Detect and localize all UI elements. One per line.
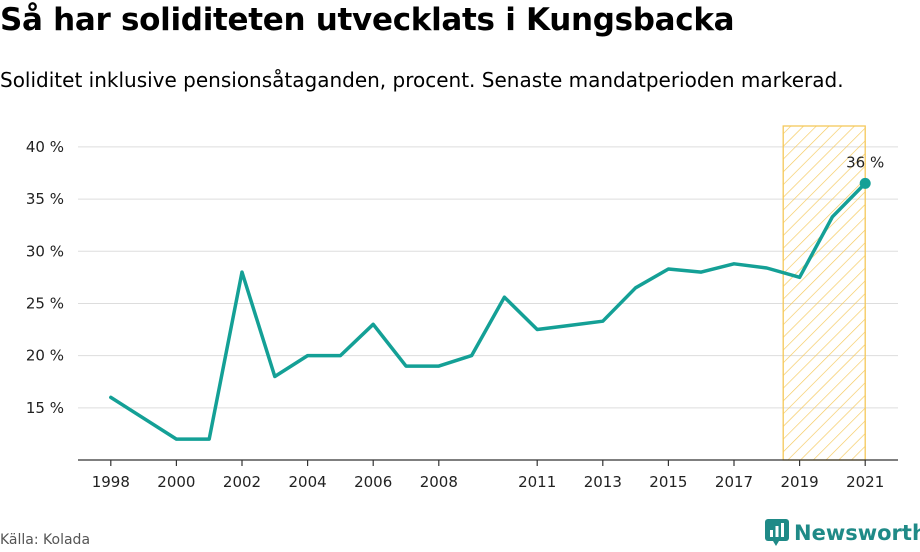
y-tick-label: 25 % [26, 294, 64, 312]
axes [78, 459, 898, 466]
brand-logo-group: Newsworthy [765, 518, 920, 548]
series-layer [109, 177, 871, 441]
labels: 15 % 20 % 25 % 30 % 35 % 40 % 1998 2000 2002 2004… [26, 138, 884, 491]
x-tick-label: 2002 [223, 473, 261, 491]
source-note: Källa: Kolada [0, 532, 91, 548]
x-tick-label: 2021 [846, 473, 884, 491]
x-tick-label: 2006 [354, 473, 392, 491]
y-tick-label: 30 % [26, 242, 64, 260]
x-tick-label: 2017 [715, 473, 753, 491]
end-point-marker [859, 177, 871, 189]
newsworthy-logo-icon [765, 519, 789, 546]
y-tick-label: 20 % [26, 347, 64, 365]
y-tick-label: 15 % [26, 399, 64, 417]
y-tick-label: 35 % [26, 190, 64, 208]
brand-name: Newsworthy [794, 521, 920, 545]
x-tick-label: 2019 [781, 473, 819, 491]
grid [78, 146, 898, 409]
chart-subtitle: Soliditet inklusive pensionsåtaganden, p… [0, 68, 844, 92]
highlight-rect [782, 125, 866, 461]
x-tick-label: 1998 [92, 473, 130, 491]
x-tick-label: 2011 [518, 473, 556, 491]
highlight-period [782, 125, 866, 461]
x-tick-label: 2013 [584, 473, 622, 491]
x-tick-label: 2008 [420, 473, 458, 491]
x-tick-label: 2015 [649, 473, 687, 491]
end-point-label: 36 % [846, 153, 884, 171]
x-tick-label: 2000 [157, 473, 195, 491]
series-line [109, 181, 867, 441]
chart-title: Så har soliditeten utvecklats i Kungsbac… [0, 2, 735, 38]
y-tick-label: 40 % [26, 138, 64, 156]
x-tick-label: 2004 [289, 473, 327, 491]
